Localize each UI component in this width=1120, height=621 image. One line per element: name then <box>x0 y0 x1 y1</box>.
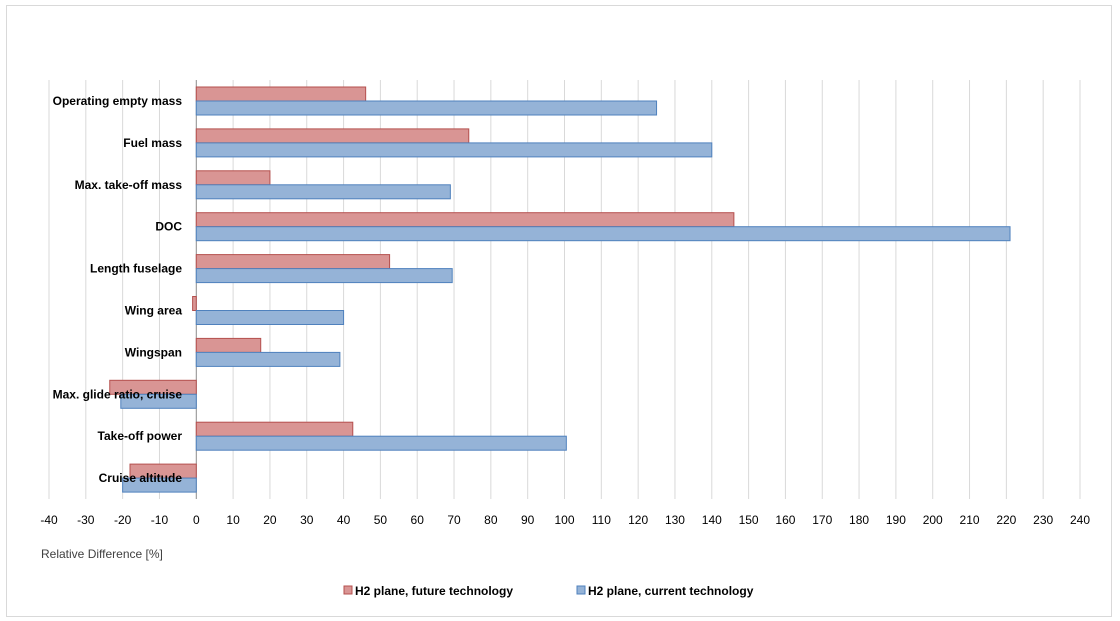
x-tick-label: 130 <box>665 513 685 527</box>
legend: H2 plane, future technology H2 plane, cur… <box>343 584 754 598</box>
x-tick-label: 180 <box>849 513 869 527</box>
legend-label-current: H2 plane, current technology <box>588 584 754 598</box>
x-tick-label: -30 <box>77 513 95 527</box>
x-tick-label: 110 <box>592 513 611 527</box>
x-tick-label: 50 <box>374 513 388 527</box>
bar-current-technology <box>195 268 453 284</box>
x-tick-label: -20 <box>114 513 132 527</box>
x-tick-label: 60 <box>411 513 425 527</box>
x-tick-label: 140 <box>702 513 722 527</box>
x-tick-label: 210 <box>960 513 980 527</box>
x-tick-label: 80 <box>484 513 498 527</box>
x-tick-labels: -40 -30 -20 -10 0 10 20 30 40 50 60 70 80 90 100 110 120… <box>40 513 1090 527</box>
legend-swatch-current <box>576 585 586 595</box>
x-tick-label: 40 <box>337 513 351 527</box>
x-tick-label: 230 <box>1033 513 1053 527</box>
x-tick-label: -10 <box>151 513 169 527</box>
bar-future-technology <box>192 296 197 311</box>
bar-future-technology <box>195 254 391 270</box>
x-tick-label: 30 <box>300 513 314 527</box>
category-labels: Operating empty mass Fuel mass Max. take-o… <box>53 94 183 485</box>
category-label: Max. glide ratio, cruise <box>53 387 183 401</box>
legend-label-future: H2 plane, future technology <box>355 584 513 598</box>
x-tick-label: 10 <box>226 513 240 527</box>
x-tick-label: -40 <box>40 513 58 527</box>
bar-current-technology <box>195 351 341 367</box>
x-tick-label: 0 <box>193 513 200 527</box>
category-label: Wingspan <box>125 345 182 359</box>
bar-current-technology <box>195 310 345 325</box>
bar-future-technology <box>195 86 367 102</box>
x-tick-label: 70 <box>447 513 461 527</box>
x-tick-label: 220 <box>996 513 1016 527</box>
x-tick-label: 90 <box>521 513 535 527</box>
bar-future-technology <box>195 212 735 228</box>
x-tick-label: 170 <box>812 513 832 527</box>
bar-current-technology <box>120 393 197 409</box>
bar-future-technology <box>195 337 262 353</box>
category-label: Fuel mass <box>123 136 182 150</box>
bar-current-technology <box>195 100 658 116</box>
category-label: Length fuselage <box>90 262 182 276</box>
category-label: Operating empty mass <box>53 94 183 108</box>
category-label: Max. take-off mass <box>75 178 183 192</box>
bar-future-technology <box>195 128 470 144</box>
bar-current-technology <box>195 184 451 200</box>
category-label: Wing area <box>125 304 183 318</box>
bar-current-technology <box>122 477 197 493</box>
bar-future-technology <box>195 170 271 186</box>
x-tick-label: 240 <box>1070 513 1090 527</box>
x-tick-label: 150 <box>739 513 759 527</box>
bar-current-technology <box>195 226 1011 242</box>
x-tick-label: 190 <box>886 513 906 527</box>
x-axis-title: Relative Difference [%] <box>41 547 163 561</box>
bar-future-technology <box>195 421 354 437</box>
category-label: Cruise altitude <box>99 471 183 485</box>
bar-current-technology <box>195 435 567 451</box>
x-tick-label: 160 <box>775 513 795 527</box>
x-tick-label: 120 <box>628 513 648 527</box>
category-label: DOC <box>155 220 182 234</box>
x-tick-label: 20 <box>263 513 277 527</box>
bar-current-technology <box>195 142 713 158</box>
x-tick-label: 100 <box>554 513 574 527</box>
x-tick-label: 200 <box>923 513 943 527</box>
category-label: Take-off power <box>98 429 183 443</box>
bars <box>109 86 1011 493</box>
legend-swatch-future <box>343 585 353 595</box>
